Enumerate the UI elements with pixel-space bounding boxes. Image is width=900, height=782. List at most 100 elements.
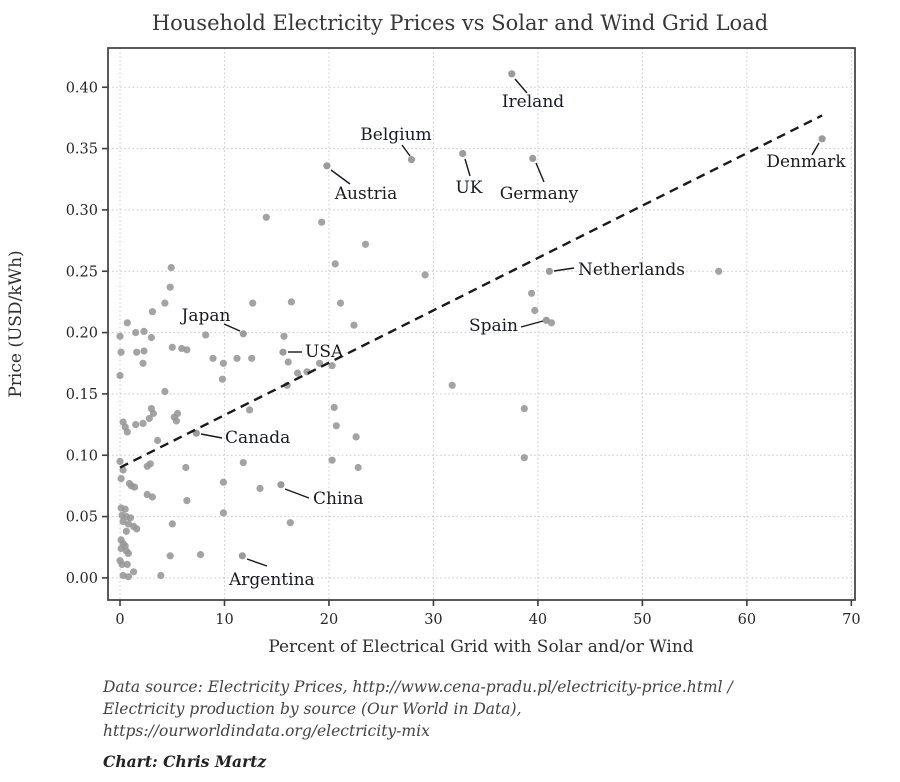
y-tick-label: 0.30: [66, 203, 98, 219]
chart-credit: Chart: Chris Martz: [103, 752, 267, 771]
scatter-point: [117, 475, 125, 483]
scatter-point: [131, 483, 139, 491]
annotation-spain: Spain: [469, 316, 544, 336]
scatter-point: [256, 484, 264, 492]
scatter-point: [173, 409, 182, 418]
scatter-point-japan: [239, 330, 247, 338]
data-source-line-2: Electricity production by source (Our Wo…: [103, 700, 522, 718]
annotation-label: Belgium: [360, 125, 431, 145]
scatter-point: [154, 436, 162, 445]
plot-border: [107, 47, 856, 601]
scatter-point: [336, 299, 345, 307]
x-tick-label: 30: [424, 612, 442, 628]
scatter-point: [248, 354, 256, 362]
scatter-point: [448, 381, 456, 389]
annotation-label: Spain: [469, 316, 518, 336]
scatter-point: [196, 551, 205, 559]
scatter-point: [249, 299, 257, 307]
scatter-point: [318, 218, 326, 226]
annotation-leader: [401, 144, 411, 157]
trendline: [119, 114, 823, 469]
scatter-point: [168, 520, 176, 528]
y-tick-label: 0.15: [66, 387, 98, 403]
scatter-point: [328, 362, 336, 370]
grid-layer: [108, 48, 855, 600]
annotation-leader: [811, 142, 820, 156]
annotation-leader: [246, 558, 268, 567]
scatter-point-netherlands: [545, 267, 554, 275]
scatter-point: [121, 505, 129, 513]
annotation-label: Canada: [225, 428, 290, 448]
scatter-point: [350, 321, 358, 329]
y-tick-label: 0.40: [66, 80, 98, 96]
scatter-point-denmark: [818, 135, 826, 143]
scatter-point: [166, 552, 174, 560]
scatter-point: [172, 417, 180, 425]
y-tick-label: 0.25: [66, 264, 98, 280]
annotation-uk: UK: [455, 158, 483, 198]
x-tick-label: 0: [115, 612, 124, 628]
annotation-leader: [223, 323, 241, 332]
scatter-point: [520, 405, 528, 413]
annotation-label: Germany: [500, 184, 579, 204]
scatter-point-belgium: [407, 156, 416, 164]
points-layer: [116, 70, 826, 581]
x-tick-label: 40: [529, 612, 547, 628]
scatter-point-uk: [459, 149, 467, 158]
scatter-point: [118, 560, 126, 569]
scatter-point: [330, 403, 338, 411]
annotation-leader: [464, 158, 471, 177]
scatter-point-argentina: [238, 552, 246, 560]
scatter-point: [123, 560, 131, 569]
scatter-point: [161, 299, 169, 307]
scatter-point-usa: [279, 348, 287, 356]
annotation-label: Denmark: [766, 152, 846, 172]
scatter-point: [148, 308, 156, 316]
data-source-line-3: https://ourworldindata.org/electricity-m…: [103, 722, 430, 740]
footer: Data source: Electricity Prices, http://…: [103, 676, 863, 773]
scatter-point: [233, 354, 241, 362]
scatter-point: [284, 358, 292, 366]
scatter-plot: Household Electricity Prices vs Solar an…: [6, 11, 861, 657]
y-tick-label: 0.20: [66, 326, 98, 342]
x-axis-label: Percent of Electrical Grid with Solar an…: [268, 637, 693, 657]
annotation-label: UK: [455, 178, 482, 198]
scatter-point: [130, 568, 138, 576]
scatter-point: [246, 406, 254, 414]
y-axis-label: Price (USD/kWh): [6, 250, 26, 397]
scatter-point: [219, 359, 227, 367]
annotation-label: China: [313, 489, 363, 509]
scatter-point: [528, 289, 536, 297]
scatter-point: [316, 359, 324, 367]
scatter-point: [421, 271, 429, 279]
annotation-leader: [514, 78, 528, 94]
annotation-belgium: Belgium: [360, 125, 432, 157]
scatter-point: [123, 428, 131, 436]
scatter-point: [147, 333, 155, 342]
annotation-austria: Austria: [330, 169, 397, 204]
scatter-point: [117, 348, 125, 356]
y-tick-label: 0.05: [66, 510, 98, 526]
scatter-point: [332, 422, 340, 430]
scatter-point: [182, 463, 190, 472]
data-source-line-1: Data source: Electricity Prices, http://…: [103, 678, 733, 696]
scatter-point: [209, 354, 217, 362]
scatter-point: [140, 347, 148, 355]
scatter-point: [132, 329, 140, 337]
annotation-germany: Germany: [500, 162, 579, 204]
scatter-point: [123, 319, 131, 327]
annotation-leader: [200, 433, 223, 439]
scatter-point: [262, 213, 270, 221]
scatter-point: [219, 509, 227, 517]
chart-title: Household Electricity Prices vs Solar an…: [152, 11, 768, 35]
scatter-point: [149, 409, 157, 418]
y-tick-label: 0.00: [66, 571, 98, 587]
scatter-point: [116, 457, 124, 465]
scatter-point-germany: [529, 154, 537, 162]
scatter-point-austria: [323, 162, 331, 170]
scatter-point: [161, 387, 169, 396]
annotation-leader: [553, 267, 575, 272]
scatter-point: [183, 497, 191, 505]
annotation-china: China: [284, 488, 363, 509]
